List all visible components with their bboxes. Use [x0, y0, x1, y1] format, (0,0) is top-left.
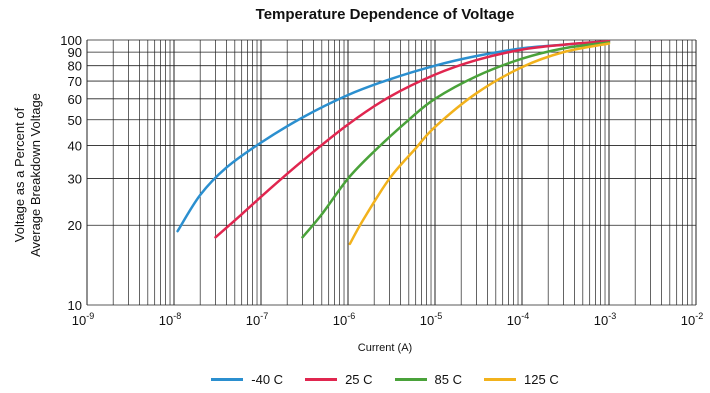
legend-item: 85 C	[394, 372, 463, 387]
legend-label: -40 C	[251, 372, 284, 387]
legend-item: -40 C	[211, 372, 283, 387]
y-tick-label: 60	[68, 92, 82, 107]
legend-label: 125 C	[524, 372, 559, 387]
x-axis-label: Current (A)	[357, 342, 413, 354]
y-tick-label: 70	[68, 74, 82, 89]
legend-item: 25 C	[305, 372, 373, 387]
x-tick-label: 10-3	[594, 311, 616, 328]
y-tick-label: 100	[60, 33, 82, 48]
x-tick-label: 10-5	[420, 311, 442, 328]
y-tick-label: 10	[68, 298, 82, 313]
series-line	[301, 41, 611, 239]
y-tick-label: 50	[68, 113, 82, 128]
legend-swatch	[484, 378, 517, 381]
y-tick-label: 20	[68, 218, 82, 233]
series-line	[214, 39, 611, 239]
series-line	[176, 39, 611, 233]
legend-item: 125 C	[484, 372, 559, 387]
x-tick-label: 10-7	[246, 311, 268, 328]
legend-label: 25 C	[345, 372, 373, 387]
legend: -40 C 25 C 85 C 125 C	[0, 372, 710, 387]
y-tick-label: 30	[68, 172, 82, 187]
x-tick-label: 10-4	[507, 311, 529, 328]
legend-label: 85 C	[434, 372, 463, 387]
legend-swatch	[394, 378, 427, 381]
chart-title: Temperature Dependence of Voltage	[255, 6, 515, 23]
legend-swatch	[305, 378, 338, 381]
y-tick-label: 40	[68, 138, 82, 153]
x-tick-label: 10-9	[72, 311, 94, 328]
y-tick-label: 80	[68, 59, 82, 74]
x-tick-label: 10-2	[681, 311, 703, 328]
legend-swatch	[211, 378, 244, 381]
y-tick-label: 90	[68, 45, 82, 60]
series-line	[348, 42, 611, 246]
x-tick-label: 10-8	[159, 311, 181, 328]
x-tick-label: 10-6	[333, 311, 355, 328]
